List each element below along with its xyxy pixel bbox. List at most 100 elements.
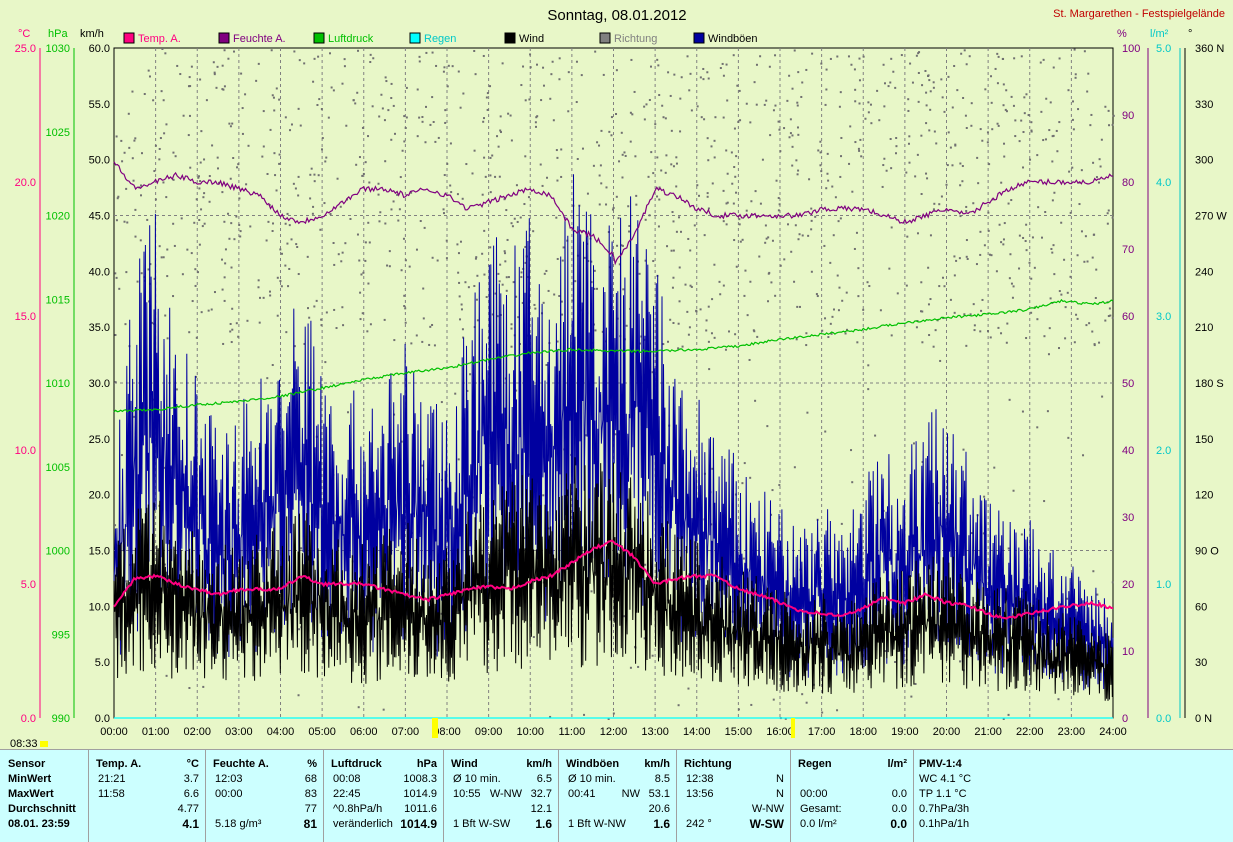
direction-dot	[205, 99, 208, 102]
direction-dot	[161, 48, 164, 51]
pressure-tick-label: 1025	[46, 127, 70, 139]
direction-dot	[164, 52, 167, 55]
direction-dot	[791, 134, 794, 137]
direction-dot	[1084, 235, 1087, 238]
direction-dot	[524, 99, 527, 102]
direction-dot	[211, 144, 214, 147]
direction-dot	[696, 105, 699, 108]
wind-envelopes	[113, 174, 1114, 701]
table-separator	[790, 750, 791, 842]
direction-dot	[224, 248, 227, 251]
direction-dot	[741, 482, 744, 485]
wind-tick-label: 0.0	[95, 713, 110, 725]
direction-dot	[1002, 83, 1005, 86]
direction-dot	[545, 363, 548, 366]
direction-dot	[213, 73, 216, 76]
direction-dot	[266, 172, 269, 175]
direction-dot	[446, 85, 449, 88]
direction-dot	[193, 221, 196, 224]
direction-dot	[574, 280, 577, 283]
table-column: Sensor MinWert MaxWert Durchschnitt 08.01. 2…	[0, 750, 88, 842]
cell-value: 77	[304, 803, 317, 815]
direction-dot	[115, 276, 118, 279]
direction-dot	[342, 624, 345, 627]
direction-dot	[116, 197, 119, 200]
direction-dot	[889, 138, 892, 141]
direction-dot	[187, 134, 190, 137]
direction-dot	[1044, 211, 1047, 214]
direction-dot	[838, 286, 841, 289]
direction-dot	[139, 184, 142, 187]
direction-dot	[128, 146, 131, 149]
cell-value: 12.1	[530, 803, 552, 815]
direction-dot	[460, 308, 463, 311]
direction-dot	[620, 131, 623, 134]
direction-dot	[908, 161, 911, 164]
direction-dot	[1091, 330, 1094, 333]
direction-dot	[805, 68, 808, 71]
direction-dot	[679, 130, 682, 133]
direction-dot	[949, 298, 952, 301]
direction-dot	[460, 303, 463, 306]
direction-dot	[1089, 124, 1092, 127]
cell-time: 10:55	[453, 788, 481, 800]
direction-dot	[959, 162, 962, 165]
direction-dot	[711, 182, 714, 185]
direction-dot	[1051, 135, 1054, 138]
direction-dot	[285, 331, 288, 334]
direction-dot	[498, 175, 501, 178]
direction-dot	[197, 271, 200, 274]
direction-dot	[678, 216, 681, 219]
table-header: Windböen	[566, 758, 620, 770]
direction-dot	[188, 76, 191, 79]
direction-dot	[638, 342, 641, 345]
direction-dot	[191, 300, 194, 303]
direction-dot	[686, 310, 689, 313]
direction-dot	[451, 65, 454, 68]
direction-dot	[462, 92, 465, 95]
direction-dot	[404, 307, 407, 310]
direction-dot	[343, 65, 346, 68]
cell-time: Ø 10 min.	[453, 773, 501, 785]
direction-dot	[165, 123, 168, 126]
direction-dot	[1024, 240, 1027, 243]
direction-dot	[268, 290, 271, 293]
direction-dot	[160, 90, 163, 93]
direction-dot	[774, 104, 777, 107]
direction-dot	[608, 266, 611, 269]
direction-dot	[738, 223, 741, 226]
direction-dot	[761, 158, 764, 161]
direction-dot	[735, 265, 738, 268]
direction-dot	[431, 256, 434, 259]
direction-dot	[928, 334, 931, 337]
direction-dot	[134, 208, 137, 211]
direction-dot	[796, 305, 799, 308]
direction-dot	[934, 329, 937, 332]
direction-dot	[114, 381, 117, 384]
direction-dot	[649, 65, 652, 68]
cell-value: 68	[304, 773, 317, 785]
direction-dot	[450, 191, 453, 194]
direction-dot	[449, 184, 452, 187]
cell-time: 1 Bft W-NW	[568, 818, 626, 830]
direction-dot	[529, 66, 532, 69]
direction-dot	[713, 139, 716, 142]
direction-dot	[839, 91, 842, 94]
humidity-tick-label: 90	[1122, 110, 1134, 122]
direction-dot	[644, 218, 647, 221]
direction-dot	[672, 220, 675, 223]
direction-dot	[1010, 95, 1013, 98]
direction-tick-label: 240	[1195, 266, 1213, 278]
direction-dot	[777, 209, 780, 212]
direction-dot	[841, 299, 844, 302]
direction-dot	[1037, 206, 1040, 209]
direction-dot	[933, 202, 936, 205]
direction-dot	[638, 272, 641, 275]
direction-dot	[896, 292, 899, 295]
direction-dot	[918, 51, 921, 54]
direction-dot	[316, 104, 319, 107]
rain-tick-label: 1.0	[1156, 579, 1171, 591]
direction-dot	[675, 185, 678, 188]
direction-dot	[768, 271, 771, 274]
direction-dot	[308, 316, 311, 319]
